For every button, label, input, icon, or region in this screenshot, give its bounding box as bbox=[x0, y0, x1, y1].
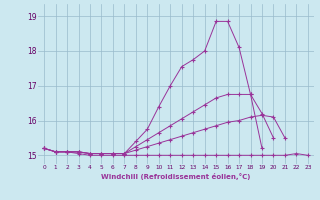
X-axis label: Windchill (Refroidissement éolien,°C): Windchill (Refroidissement éolien,°C) bbox=[101, 173, 251, 180]
